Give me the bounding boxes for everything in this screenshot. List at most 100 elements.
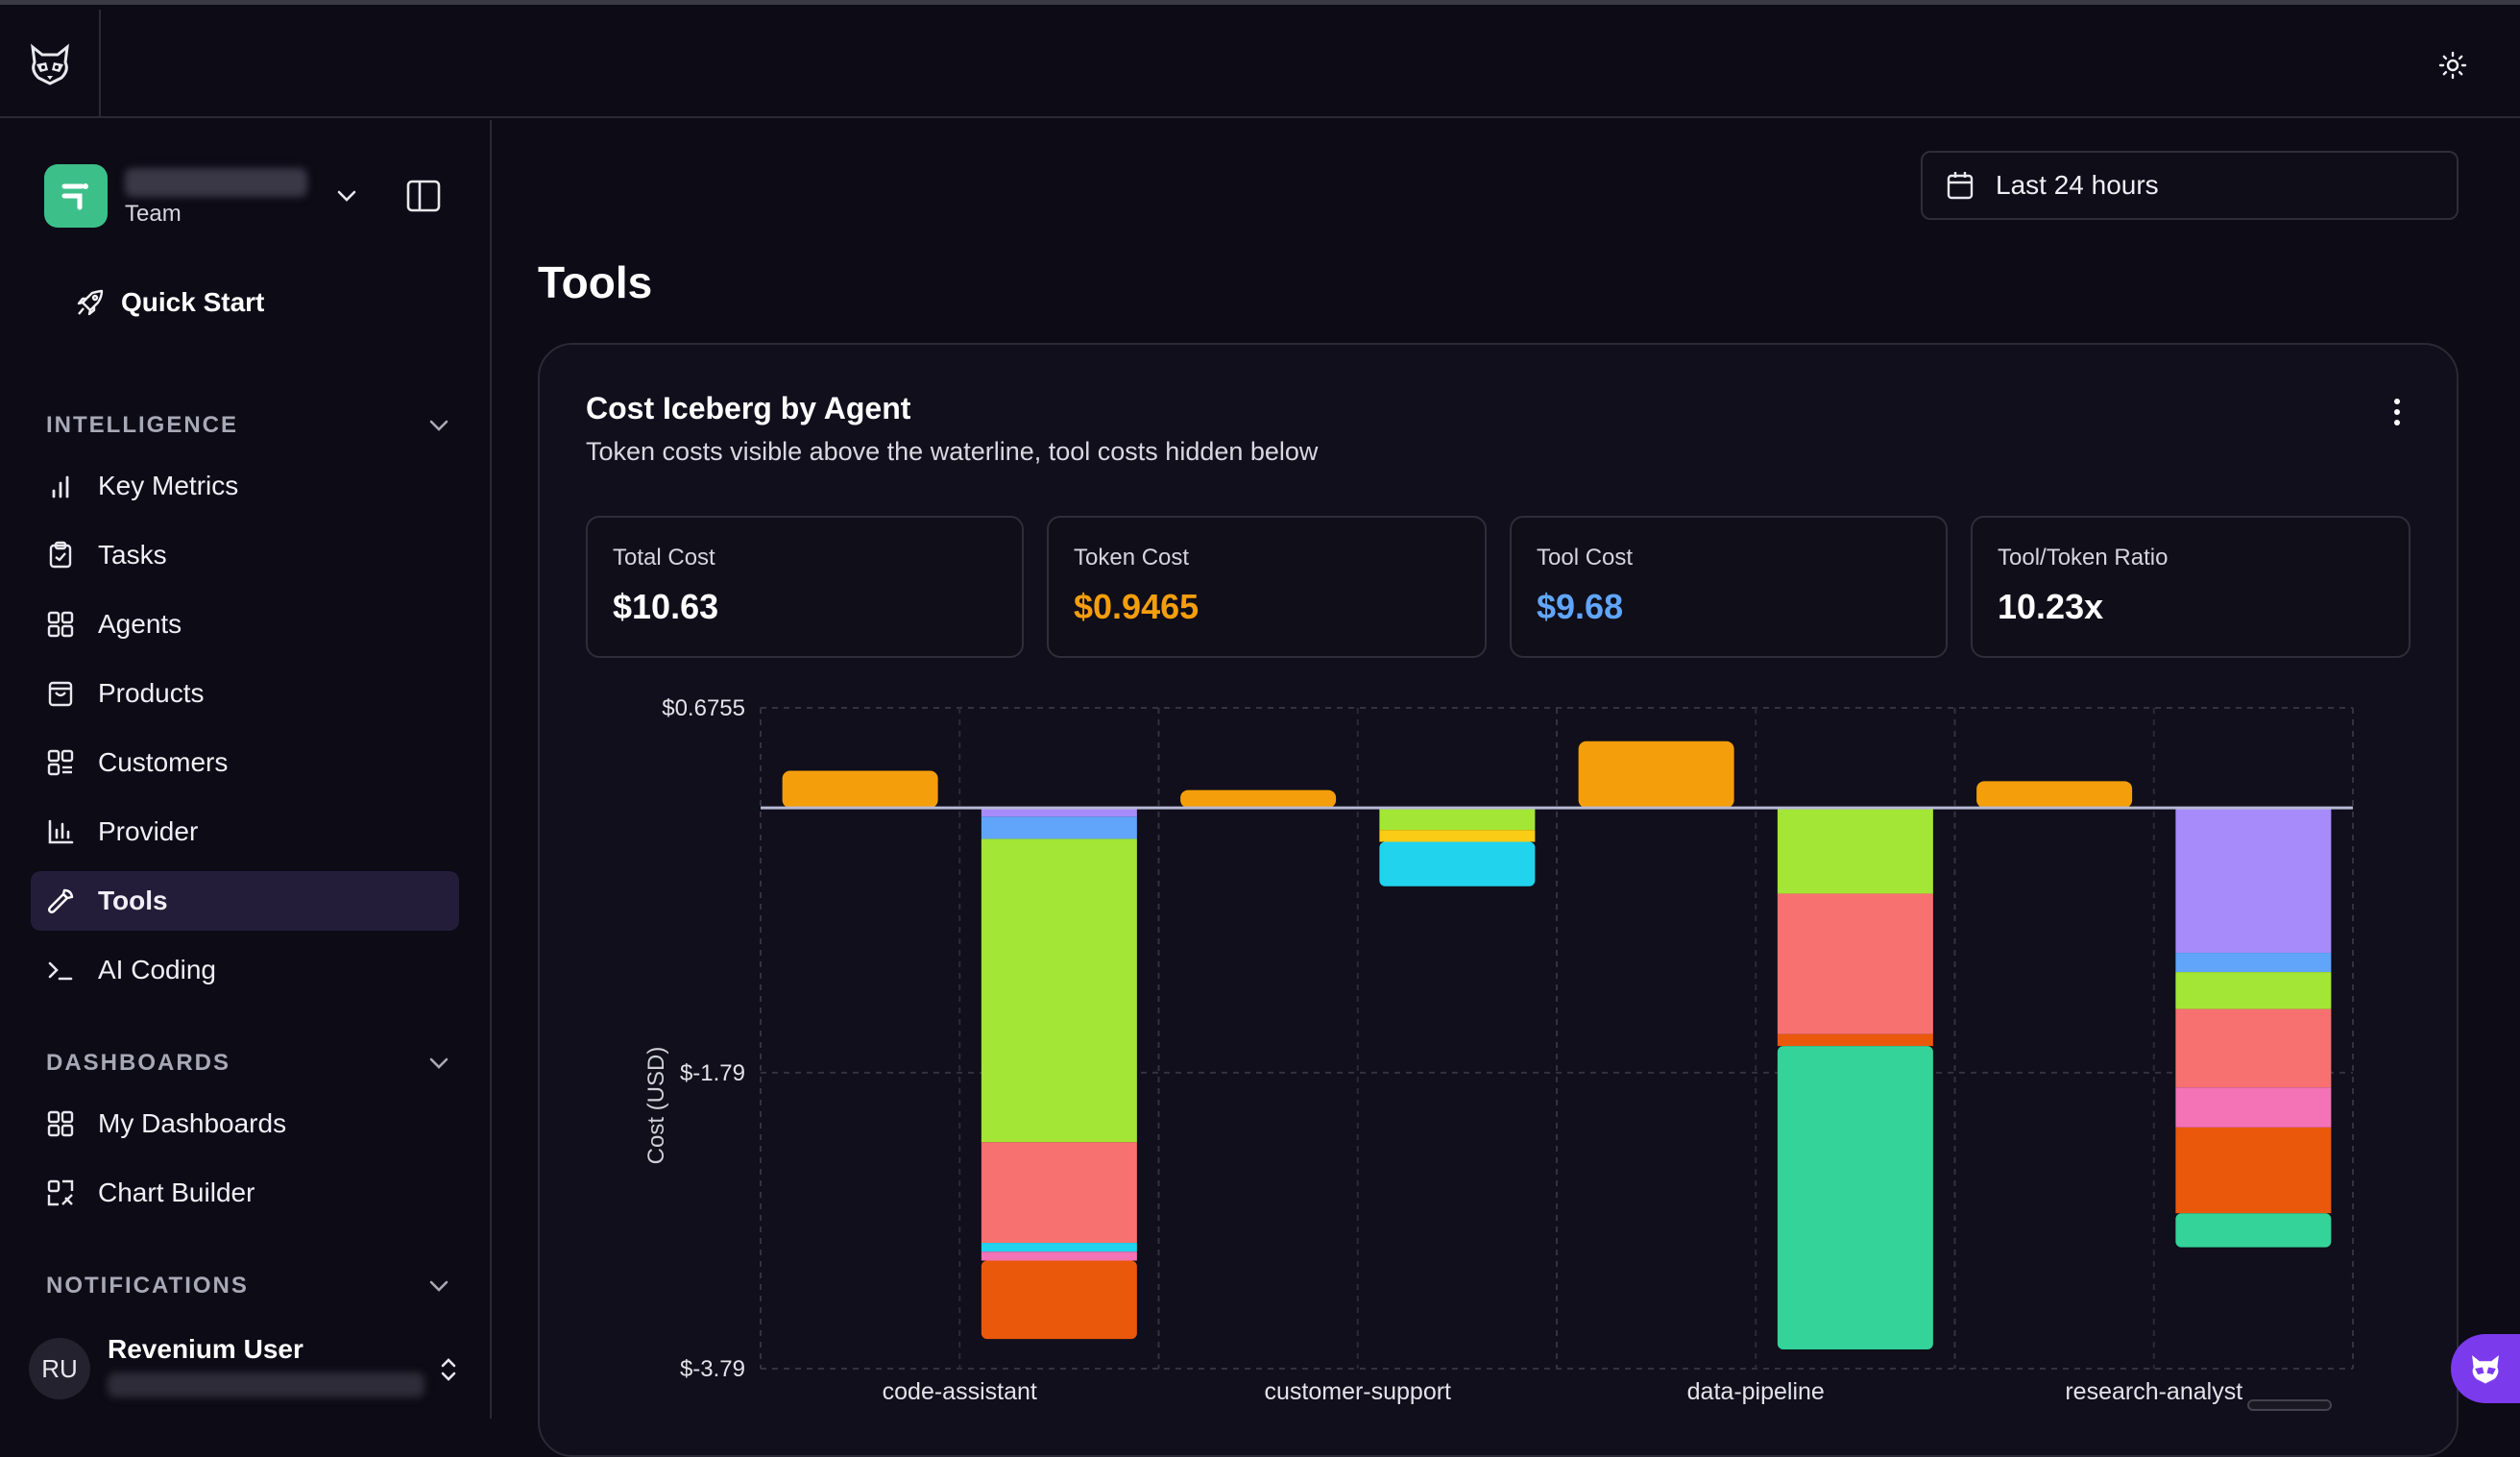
- quick-start-label: Quick Start: [121, 287, 265, 317]
- rocket-icon: [77, 289, 104, 316]
- calendar-icon: [1947, 172, 1974, 200]
- tool-cost-segment: [981, 816, 1137, 839]
- card-title: Cost Iceberg by Agent: [586, 391, 911, 425]
- horizontal-scrollbar[interactable]: [2247, 1399, 2332, 1411]
- card-subtitle: Token costs visible above the waterline,…: [586, 437, 1319, 466]
- sidebar-item-ai-coding[interactable]: AI Coding: [31, 940, 459, 1000]
- section-title: DASHBOARDS: [46, 1050, 231, 1076]
- team-logo-icon: [61, 183, 88, 210]
- team-avatar: [44, 164, 108, 228]
- x-tick-label: code-assistant: [883, 1378, 1037, 1405]
- sidebar-toggle-button[interactable]: [403, 176, 444, 216]
- stat-value: $9.68: [1537, 587, 1624, 626]
- section-intelligence[interactable]: INTELLIGENCE: [46, 408, 449, 443]
- x-tick-label: customer-support: [1264, 1378, 1451, 1405]
- section-notifications[interactable]: NOTIFICATIONS: [46, 1269, 449, 1303]
- sidebar-item-label: Tasks: [98, 540, 167, 570]
- y-axis-label: Cost (USD): [643, 1047, 669, 1165]
- grid-icon: [46, 601, 92, 647]
- x-tick-label: data-pipeline: [1687, 1378, 1825, 1405]
- sidebar-item-chart-builder[interactable]: Chart Builder: [31, 1163, 459, 1223]
- sidebar-item-label: Key Metrics: [98, 471, 239, 500]
- tool-cost-segment: [981, 838, 1137, 1143]
- token-bar: [1976, 781, 2133, 809]
- tool-cost-segment: [981, 1243, 1137, 1252]
- stat-token-cost: Token Cost $0.9465: [1047, 516, 1487, 658]
- tool-cost-segment: [1777, 1046, 1933, 1349]
- chevron-down-icon: [429, 1057, 448, 1069]
- sidebar-item-customers[interactable]: Customers: [31, 733, 459, 792]
- tool-cost-segment: [2175, 1213, 2332, 1248]
- theme-toggle-button[interactable]: [2434, 46, 2472, 85]
- clipboard-icon: [46, 532, 92, 578]
- stat-label: Total Cost: [613, 545, 715, 571]
- bag-icon: [46, 670, 92, 716]
- date-range-label: Last 24 hours: [1996, 170, 2159, 200]
- token-bar: [782, 770, 938, 809]
- page-title: Tools: [538, 257, 653, 307]
- tool-cost-segment: [1777, 893, 1933, 1034]
- bar-chart-icon: [46, 809, 92, 855]
- sidebar-item-label: My Dashboards: [98, 1108, 287, 1138]
- team-chevron-down-icon[interactable]: [332, 182, 361, 210]
- grid-icon: [46, 1101, 92, 1147]
- y-tick-label: $0.6755: [662, 695, 745, 721]
- user-menu[interactable]: RU Revenium User: [29, 1324, 471, 1413]
- stat-value: $0.9465: [1074, 587, 1199, 626]
- tool-cost-segment: [2175, 808, 2332, 954]
- bar-chart-icon: [46, 463, 92, 509]
- sidebar-item-my-dashboards[interactable]: My Dashboards: [31, 1094, 459, 1153]
- logo[interactable]: [0, 10, 101, 118]
- sidebar-item-label: Products: [98, 678, 205, 708]
- tool-cost-segment: [2175, 1087, 2332, 1128]
- team-switcher[interactable]: Team: [44, 164, 371, 237]
- sidebar-item-provider[interactable]: Provider: [31, 802, 459, 862]
- y-tick-label: $-1.79: [680, 1060, 745, 1086]
- section-title: INTELLIGENCE: [46, 412, 239, 438]
- chevron-up-down-icon: [434, 1353, 463, 1386]
- terminal-icon: [46, 947, 92, 993]
- tool-cost-segment: [1379, 808, 1536, 831]
- tool-cost-segment: [981, 1260, 1137, 1340]
- tool-cost-segment: [1379, 830, 1536, 842]
- chevron-down-icon: [429, 420, 448, 431]
- tool-cost-segment: [1777, 808, 1933, 894]
- stat-total-cost: Total Cost $10.63: [586, 516, 1024, 658]
- sidebar-item-key-metrics[interactable]: Key Metrics: [31, 456, 459, 516]
- team-name-redacted: [125, 168, 307, 197]
- assistant-button[interactable]: [2451, 1334, 2520, 1403]
- panel-left-icon: [406, 180, 441, 212]
- tool-cost-segment: [981, 1142, 1137, 1244]
- users-grid-icon: [46, 740, 92, 786]
- sidebar-item-tools[interactable]: Tools: [31, 871, 459, 931]
- sidebar-item-label: Agents: [98, 609, 182, 639]
- sidebar-item-label: AI Coding: [98, 955, 216, 984]
- section-dashboards[interactable]: DASHBOARDS: [46, 1046, 449, 1081]
- quick-start-link[interactable]: Quick Start: [75, 281, 264, 324]
- sidebar-item-agents[interactable]: Agents: [31, 595, 459, 654]
- sidebar-item-products[interactable]: Products: [31, 664, 459, 723]
- sidebar-item-label: Customers: [98, 747, 229, 777]
- more-options-icon[interactable]: [2386, 393, 2409, 431]
- user-name: Revenium User: [108, 1334, 303, 1364]
- tool-cost-segment: [2175, 953, 2332, 973]
- tool-cost-segment: [981, 808, 1137, 817]
- tool-cost-segment: [981, 1251, 1137, 1261]
- chart-builder-icon: [46, 1170, 92, 1216]
- tool-cost-segment: [1777, 1033, 1933, 1047]
- sidebar-item-label: Chart Builder: [98, 1178, 255, 1207]
- tool-cost-segment: [2175, 972, 2332, 1009]
- date-range-picker[interactable]: Last 24 hours: [1921, 151, 2459, 220]
- wrench-icon: [46, 878, 92, 924]
- stat-label: Tool Cost: [1537, 545, 1634, 571]
- section-title: NOTIFICATIONS: [46, 1273, 249, 1299]
- sidebar-item-label: Tools: [98, 886, 168, 915]
- cost-iceberg-chart: $0.6755 $-1.79 $-3.79 Cost (USD) code-assist…: [643, 695, 2354, 1405]
- top-bar: [0, 10, 2520, 118]
- stat-label: Token Cost: [1074, 545, 1190, 571]
- raccoon-logo-icon: [30, 43, 69, 85]
- tool-cost-segment: [2175, 1008, 2332, 1088]
- token-bar: [1180, 789, 1337, 809]
- sidebar-item-tasks[interactable]: Tasks: [31, 525, 459, 585]
